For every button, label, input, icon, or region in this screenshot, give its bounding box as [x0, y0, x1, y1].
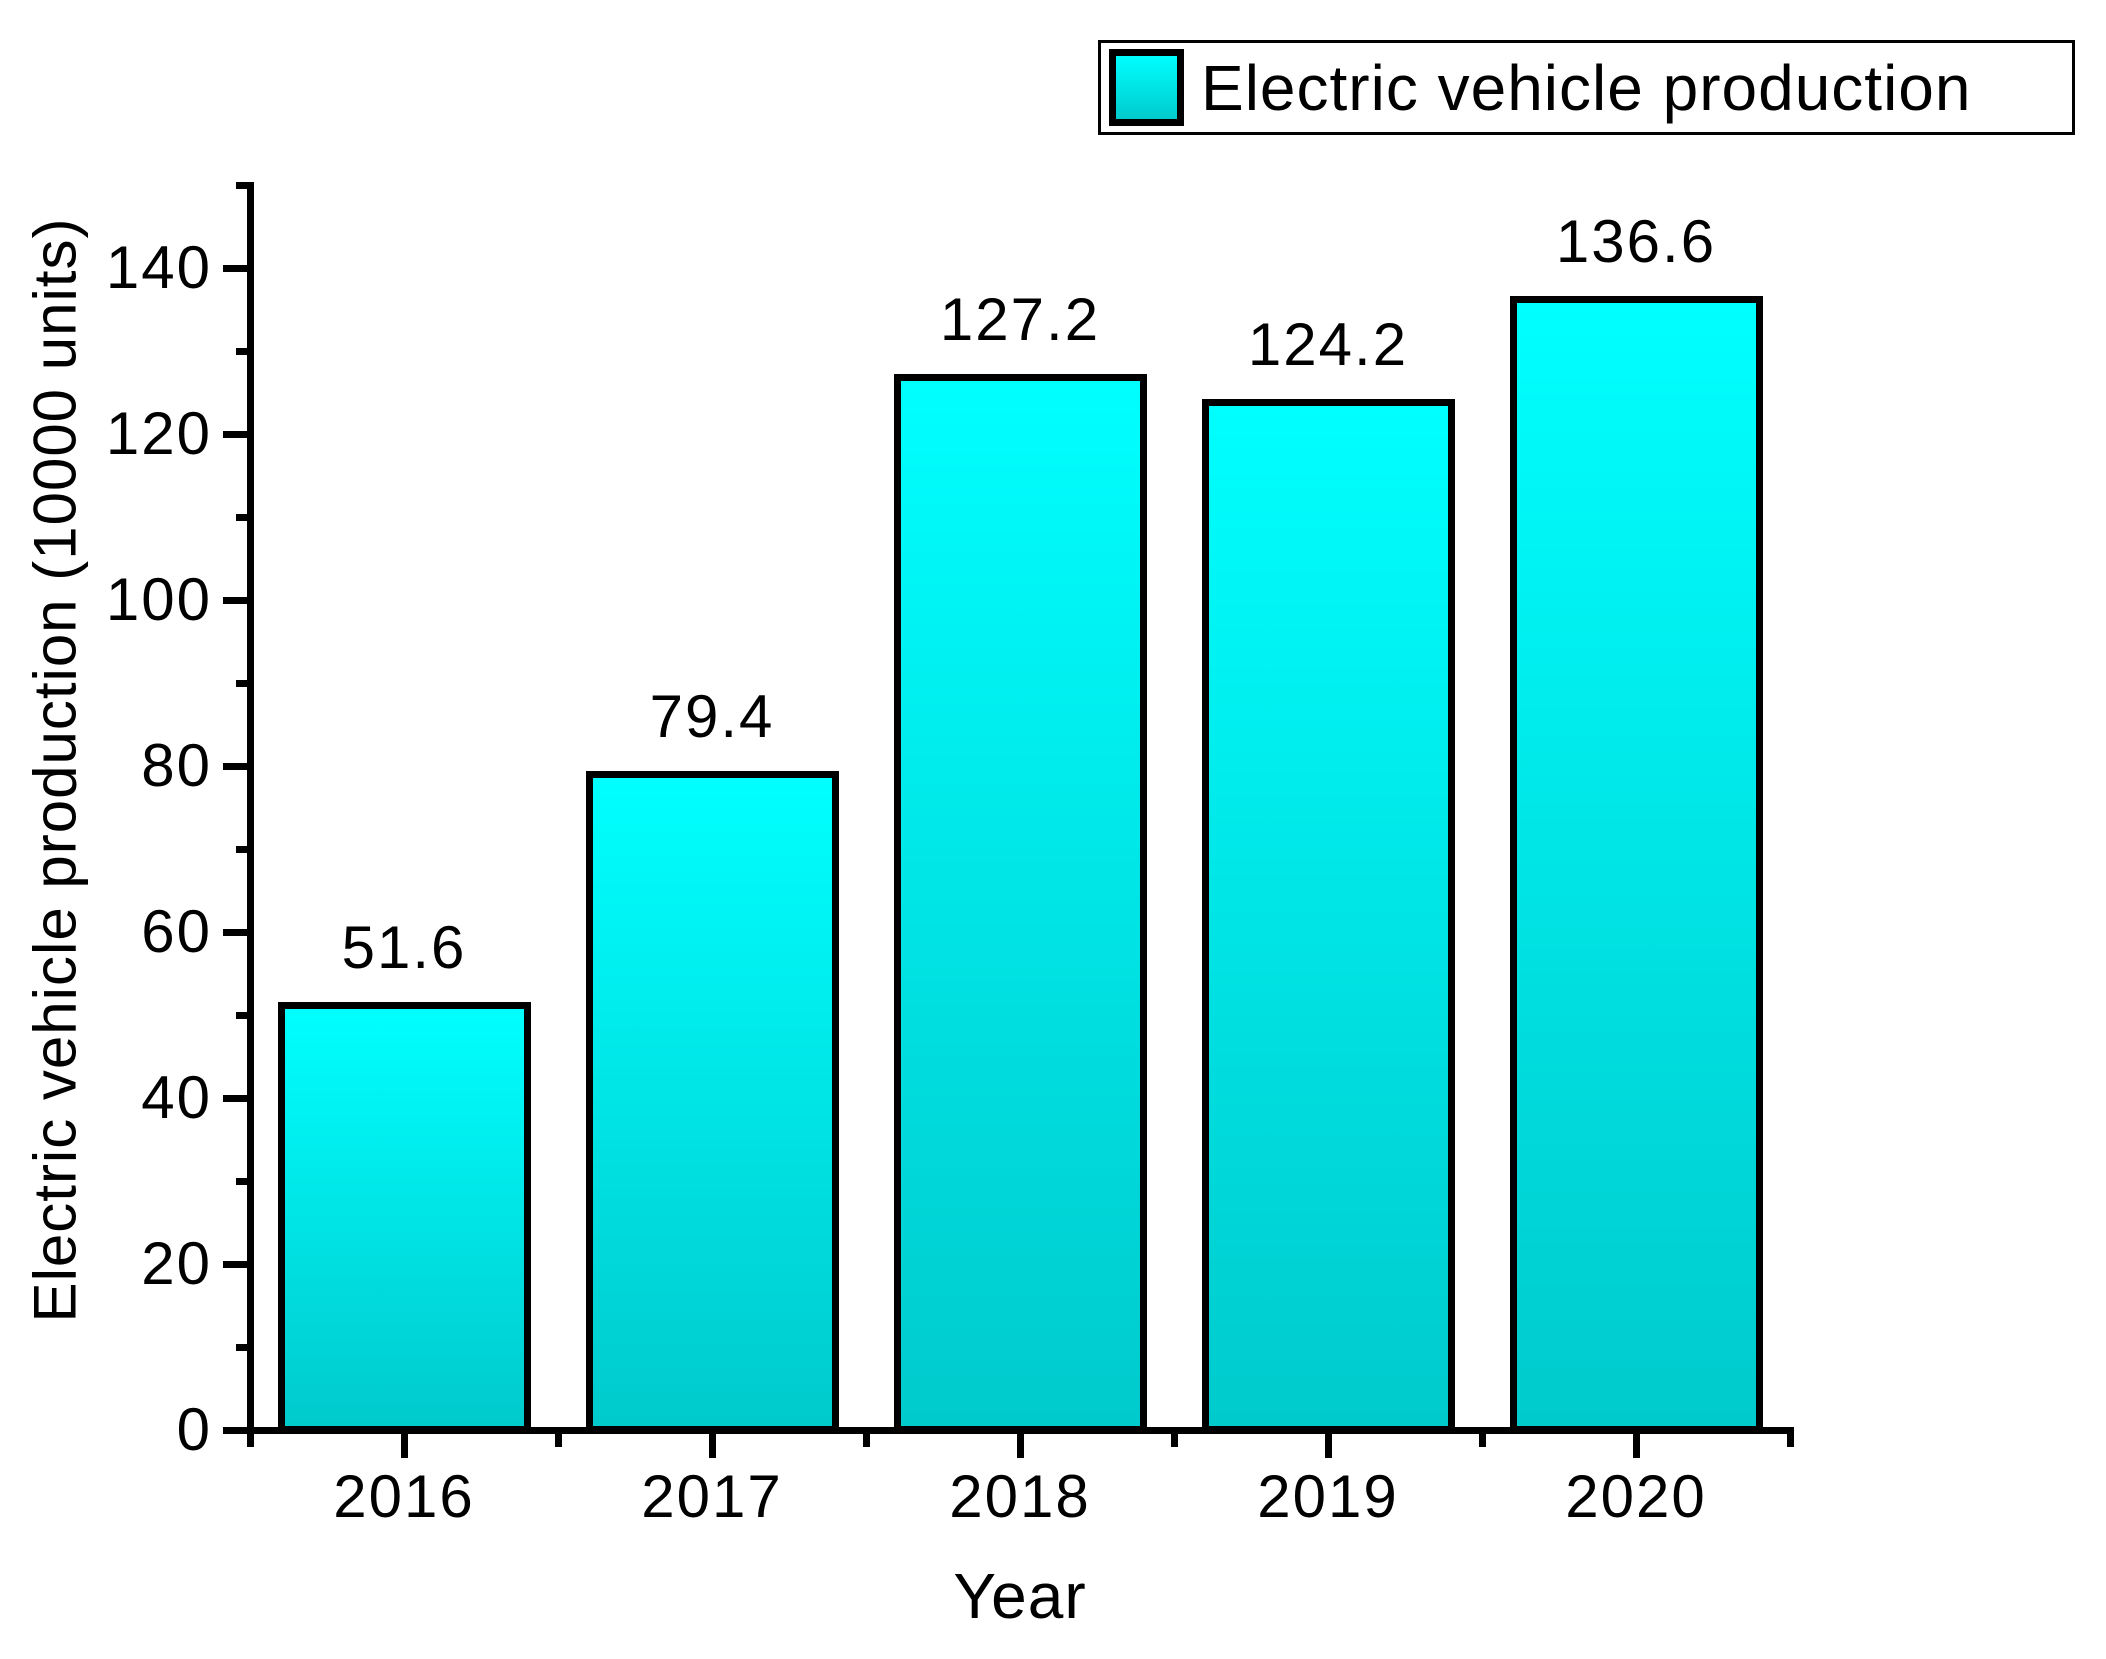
y-minor-tick: [236, 1343, 250, 1351]
y-tick-label: 0: [176, 1396, 212, 1463]
x-major-tick: [708, 1430, 716, 1458]
bar-value-label: 127.2: [939, 286, 1101, 354]
legend-label: Electric vehicle production: [1201, 51, 1972, 124]
x-major-tick: [1632, 1430, 1640, 1458]
y-major-tick: [223, 1094, 250, 1102]
bar-2019: [1201, 399, 1455, 1434]
x-minor-tick: [554, 1430, 562, 1447]
x-minor-tick: [1478, 1430, 1486, 1447]
bar-value-label: 51.6: [341, 913, 467, 981]
bar-value-label: 124.2: [1247, 311, 1409, 379]
y-tick-label: 40: [141, 1064, 212, 1131]
bar-value-label: 79.4: [649, 682, 775, 750]
bar-2017: [585, 770, 839, 1434]
x-major-tick: [1324, 1430, 1332, 1458]
x-major-tick: [400, 1430, 408, 1458]
y-major-tick: [223, 1260, 250, 1268]
y-minor-tick: [236, 679, 250, 687]
x-minor-tick: [1170, 1430, 1178, 1447]
y-tick-label: 140: [105, 234, 212, 301]
y-major-tick: [223, 762, 250, 770]
y-major-tick: [223, 264, 250, 272]
x-tick-label: 2017: [641, 1463, 783, 1530]
y-minor-tick: [236, 513, 250, 521]
y-minor-tick: [236, 845, 250, 853]
y-minor-tick: [236, 1011, 250, 1019]
y-minor-tick: [236, 1177, 250, 1185]
legend: Electric vehicle production: [1098, 40, 2075, 135]
bar-2016: [277, 1001, 531, 1434]
y-tick-label: 20: [141, 1230, 212, 1297]
x-tick-label: 2020: [1565, 1463, 1707, 1530]
x-tick-label: 2018: [949, 1463, 1091, 1530]
y-major-tick: [223, 596, 250, 604]
y-major-tick: [223, 928, 250, 936]
legend-swatch: [1109, 49, 1184, 126]
x-minor-tick: [862, 1430, 870, 1447]
y-tick-label: 120: [105, 400, 212, 467]
bar-2018: [893, 374, 1147, 1434]
y-tick-label: 80: [141, 732, 212, 799]
x-axis-title: Year: [953, 1560, 1087, 1632]
y-minor-tick: [236, 181, 250, 189]
x-tick-label: 2019: [1257, 1463, 1399, 1530]
y-tick-label: 100: [105, 566, 212, 633]
x-tick-label: 2016: [333, 1463, 475, 1530]
y-major-tick: [223, 1426, 250, 1434]
bar-value-label: 136.6: [1555, 208, 1717, 276]
x-minor-tick: [246, 1430, 254, 1447]
y-minor-tick: [236, 347, 250, 355]
y-major-tick: [223, 430, 250, 438]
x-major-tick: [1016, 1430, 1024, 1458]
y-axis-line: [246, 181, 254, 1434]
x-minor-tick: [1786, 1430, 1794, 1447]
bar-2020: [1509, 296, 1763, 1434]
y-tick-label: 60: [141, 898, 212, 965]
